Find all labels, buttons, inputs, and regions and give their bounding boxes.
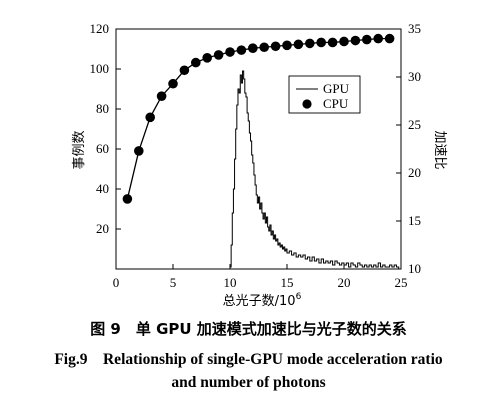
y-right-tick-label: 15 bbox=[408, 213, 421, 228]
cpu-series bbox=[122, 33, 395, 204]
cpu-point bbox=[236, 45, 247, 55]
cpu-line bbox=[126, 37, 390, 200]
cpu-point bbox=[202, 53, 212, 63]
cpu-point bbox=[350, 35, 361, 46]
cpu-point bbox=[168, 78, 178, 89]
cpu-point bbox=[270, 41, 281, 52]
plot-frame bbox=[115, 28, 402, 270]
cpu-point bbox=[191, 57, 201, 68]
y-left-tick-label: 120 bbox=[90, 21, 110, 36]
axis-ticks: 0 5 10 15 20 25 20 40 60 80 100 120 10 15 20 25 30 35 bbox=[90, 21, 422, 290]
y-left-axis-title: 事例数 bbox=[72, 130, 87, 169]
x-axis-title-sup: 6 bbox=[296, 292, 302, 302]
legend: GPU CPU bbox=[288, 75, 361, 114]
x-tick-label: 5 bbox=[170, 275, 177, 290]
y-right-tick-label: 25 bbox=[408, 117, 421, 132]
legend-cpu-marker bbox=[302, 99, 312, 109]
cpu-point bbox=[179, 65, 190, 76]
y-right-tick-label: 10 bbox=[408, 261, 421, 276]
chart-svg: 0 5 10 15 20 25 20 40 60 80 100 120 10 15 20 25 30 35 事例数… bbox=[72, 21, 447, 309]
y-right-tick-label: 30 bbox=[408, 69, 421, 84]
caption-english-line2: and number of photons bbox=[171, 374, 326, 391]
y-left-tick-label: 20 bbox=[96, 221, 109, 236]
cpu-point bbox=[339, 36, 349, 47]
y-left-tick-label: 40 bbox=[96, 181, 109, 196]
y-right-tick-label: 20 bbox=[408, 165, 421, 180]
x-tick-label: 25 bbox=[395, 275, 408, 290]
gpu-histogram bbox=[229, 70, 401, 270]
cpu-point bbox=[145, 112, 155, 123]
caption-chinese: 图 9 单 GPU 加速模式加速比与光子数的关系 bbox=[90, 320, 407, 338]
cpu-point bbox=[384, 33, 395, 44]
x-tick-label: 15 bbox=[281, 275, 294, 290]
cpu-point bbox=[362, 34, 372, 45]
y-right-tick-label: 35 bbox=[408, 21, 421, 36]
caption-english-line1: Fig.9 Relationship of single-GPU mode ac… bbox=[54, 351, 443, 368]
y-left-tick-label: 100 bbox=[90, 61, 110, 76]
gpu-histogram-path bbox=[229, 70, 401, 270]
cpu-point bbox=[259, 42, 270, 53]
cpu-point bbox=[122, 194, 133, 204]
legend-gpu-label: GPU bbox=[323, 81, 350, 96]
y-left-tick-label: 60 bbox=[96, 141, 109, 156]
cpu-point bbox=[156, 91, 167, 101]
legend-box bbox=[288, 75, 361, 114]
cpu-point bbox=[134, 146, 144, 156]
y-left-tick-label: 80 bbox=[96, 101, 109, 116]
x-axis-title: 总光子数/106 bbox=[223, 292, 302, 309]
cpu-point bbox=[248, 43, 258, 53]
y-right-axis-title: 加速比 bbox=[432, 130, 447, 169]
x-tick-label: 0 bbox=[113, 275, 120, 290]
cpu-point bbox=[327, 37, 338, 48]
cpu-point bbox=[373, 33, 384, 44]
cpu-point bbox=[293, 39, 304, 50]
cpu-point bbox=[213, 50, 224, 60]
x-tick-label: 20 bbox=[338, 275, 351, 290]
x-axis-title-main: 总光子数/10 bbox=[223, 294, 296, 309]
cpu-point bbox=[316, 37, 327, 48]
cpu-point bbox=[305, 38, 315, 49]
legend-cpu-label: CPU bbox=[323, 96, 349, 111]
x-tick-label: 10 bbox=[224, 275, 237, 290]
cpu-point bbox=[282, 40, 292, 51]
cpu-point bbox=[225, 47, 235, 57]
